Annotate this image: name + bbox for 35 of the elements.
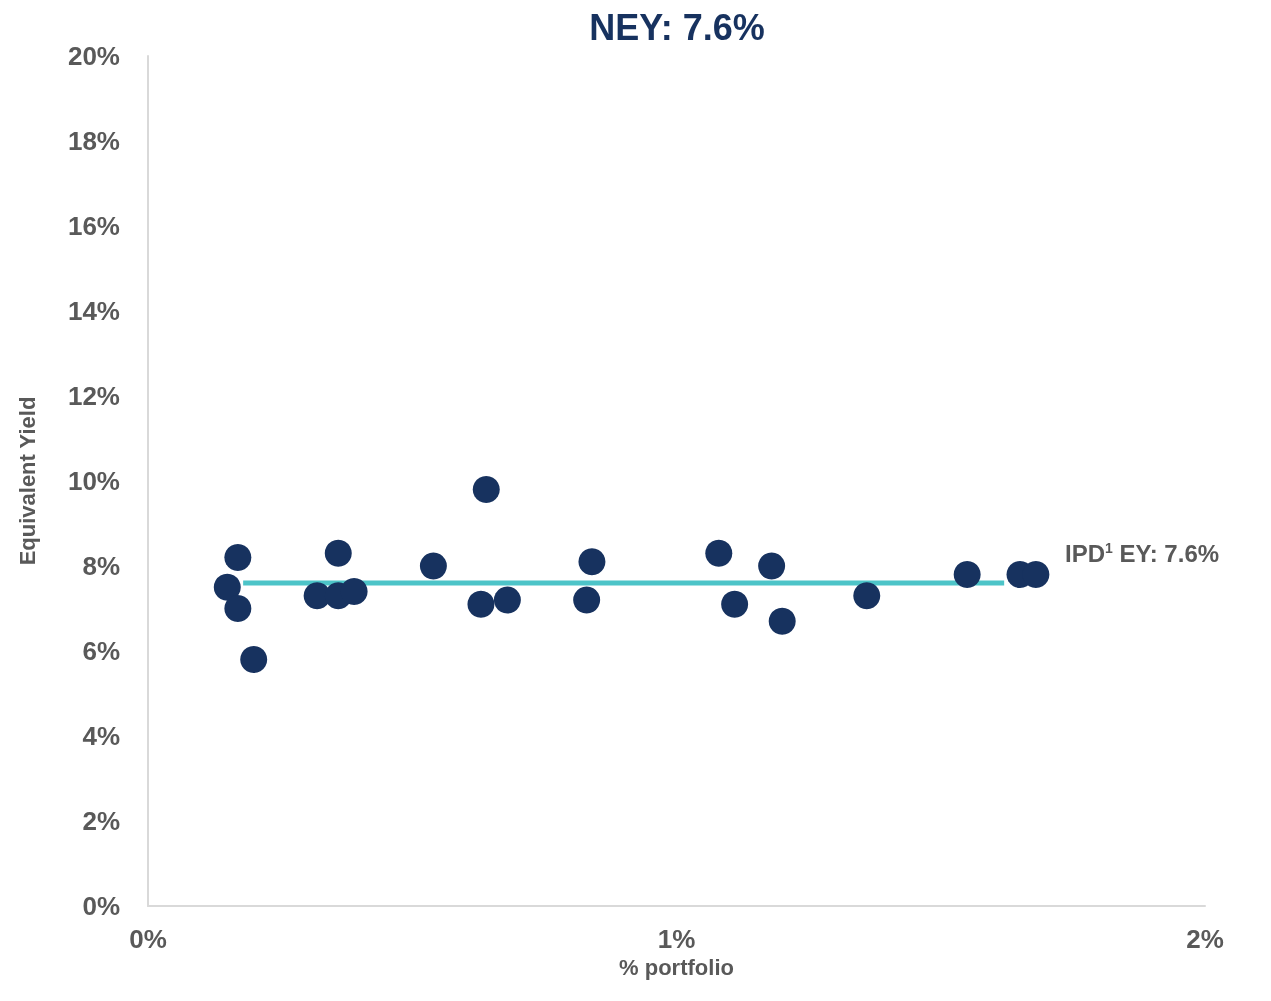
y-tick-label: 6% xyxy=(82,636,120,666)
x-axis-title: % portfolio xyxy=(619,955,734,981)
y-axis-title: Equivalent Yield xyxy=(14,396,40,566)
point xyxy=(213,573,241,601)
point xyxy=(758,552,786,580)
chart-title: NEY: 7.6% xyxy=(589,6,765,48)
point xyxy=(419,552,447,580)
point xyxy=(340,578,368,605)
point xyxy=(578,548,606,576)
y-tick-label: 18% xyxy=(67,126,120,156)
x-tick-label: 0% xyxy=(129,924,167,954)
x-tick-label: 2% xyxy=(1186,924,1224,954)
point xyxy=(224,544,252,571)
y-tick-label: 4% xyxy=(82,721,120,751)
y-tick-label: 0% xyxy=(82,891,120,921)
y-tick-label: 16% xyxy=(67,211,120,241)
point xyxy=(472,476,500,503)
point xyxy=(224,595,252,622)
point xyxy=(467,590,495,618)
point xyxy=(573,586,601,614)
point xyxy=(493,586,521,614)
y-tick-label: 2% xyxy=(82,806,120,836)
point xyxy=(721,590,749,618)
x-tick-label: 1% xyxy=(657,924,696,954)
y-tick-label: 20% xyxy=(67,41,120,71)
point xyxy=(324,539,352,567)
y-tick-label: 8% xyxy=(82,551,120,581)
point xyxy=(768,607,796,635)
y-tick-label: 12% xyxy=(67,381,120,411)
point xyxy=(953,561,981,588)
y-tick-label: 10% xyxy=(67,466,120,496)
y-tick-label: 14% xyxy=(67,296,120,326)
point xyxy=(705,539,733,567)
point xyxy=(240,646,268,673)
point xyxy=(853,582,881,610)
